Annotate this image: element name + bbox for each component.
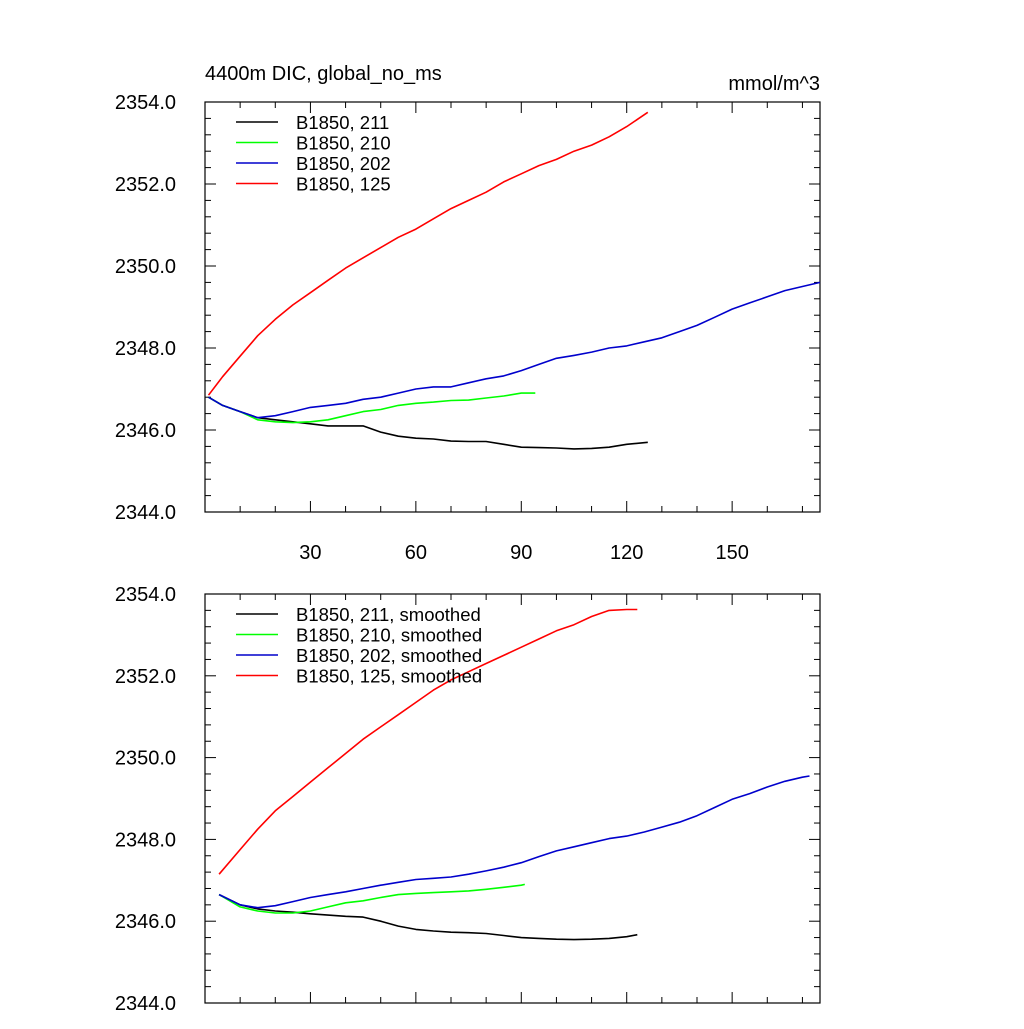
legend-label-1: B1850, 211, smoothed xyxy=(296,604,481,625)
series-line-3 xyxy=(218,775,810,909)
series-line-1 xyxy=(218,893,638,941)
x-tick-label: 120 xyxy=(610,542,643,564)
legend-label-1: B1850, 211 xyxy=(296,112,389,133)
y-tick-label: 2346.0 xyxy=(115,420,176,442)
y-tick-label: 2352.0 xyxy=(115,174,176,196)
y-tick-label: 2344.0 xyxy=(115,502,176,524)
x-tick-label: 30 xyxy=(299,542,321,564)
series-line-1 xyxy=(208,396,648,450)
legend-label-4: B1850, 125 xyxy=(296,174,391,195)
x-tick-label: 60 xyxy=(405,542,427,564)
series-line-2 xyxy=(208,392,536,424)
plot-frame xyxy=(204,593,821,1004)
legend-label-4: B1850, 125, smoothed xyxy=(296,666,482,687)
legend-label-3: B1850, 202, smoothed xyxy=(296,645,482,666)
y-tick-label: 2350.0 xyxy=(115,748,176,770)
chart-title: 4400m DIC, global_no_ms xyxy=(205,63,442,85)
y-tick-label: 2344.0 xyxy=(115,993,176,1015)
legend-label-2: B1850, 210, smoothed xyxy=(296,625,482,646)
chart-panel-1: 2344.0 2346.0 2348.0 2350.0 2352.0 2354.0 30 60… xyxy=(115,63,821,564)
plot-frame xyxy=(204,101,821,513)
legend-label-2: B1850, 210 xyxy=(296,133,391,154)
y-tick-label: 2354.0 xyxy=(115,92,176,114)
y-tick-label: 2350.0 xyxy=(115,256,176,278)
y-tick-label: 2346.0 xyxy=(115,911,176,933)
y-tick-label: 2352.0 xyxy=(115,666,176,688)
chart-panel-2: 2344.0 2346.0 2348.0 2350.0 2352.0 2354.0 B185… xyxy=(115,584,821,1015)
units-label: mmol/m^3 xyxy=(728,73,820,95)
x-tick-label: 90 xyxy=(510,542,532,564)
x-tick-label: 150 xyxy=(715,542,748,564)
series-line-4 xyxy=(207,111,649,396)
y-tick-label: 2354.0 xyxy=(115,584,176,606)
y-tick-label: 2348.0 xyxy=(115,338,176,360)
series-line-2 xyxy=(218,883,525,914)
series-line-3 xyxy=(208,281,821,419)
legend-label-3: B1850, 202 xyxy=(296,153,391,174)
y-tick-label: 2348.0 xyxy=(115,829,176,851)
series-line-4 xyxy=(218,608,638,875)
